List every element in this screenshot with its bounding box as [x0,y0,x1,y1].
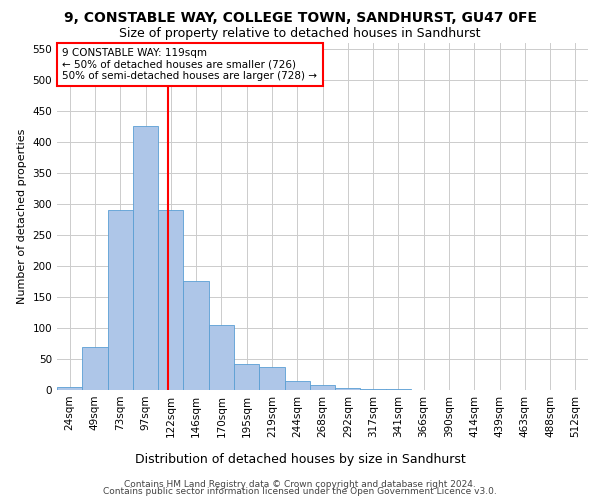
Bar [158,210,184,390]
Bar [82,346,107,390]
Bar [107,210,133,390]
Text: Contains public sector information licensed under the Open Government Licence v3: Contains public sector information licen… [103,487,497,496]
Text: Distribution of detached houses by size in Sandhurst: Distribution of detached houses by size … [134,453,466,466]
Text: Size of property relative to detached houses in Sandhurst: Size of property relative to detached ho… [119,26,481,40]
Bar [310,385,335,390]
Text: 9 CONSTABLE WAY: 119sqm
← 50% of detached houses are smaller (726)
50% of semi-d: 9 CONSTABLE WAY: 119sqm ← 50% of detache… [62,48,317,81]
Text: 9, CONSTABLE WAY, COLLEGE TOWN, SANDHURST, GU47 0FE: 9, CONSTABLE WAY, COLLEGE TOWN, SANDHURS… [64,12,536,26]
Bar [259,367,284,390]
Y-axis label: Number of detached properties: Number of detached properties [17,128,27,304]
Bar [184,282,209,390]
Bar [57,387,82,390]
Bar [335,388,361,390]
Bar [209,325,234,390]
Bar [234,364,259,390]
Text: Contains HM Land Registry data © Crown copyright and database right 2024.: Contains HM Land Registry data © Crown c… [124,480,476,489]
Bar [284,380,310,390]
Bar [361,389,386,390]
Bar [133,126,158,390]
